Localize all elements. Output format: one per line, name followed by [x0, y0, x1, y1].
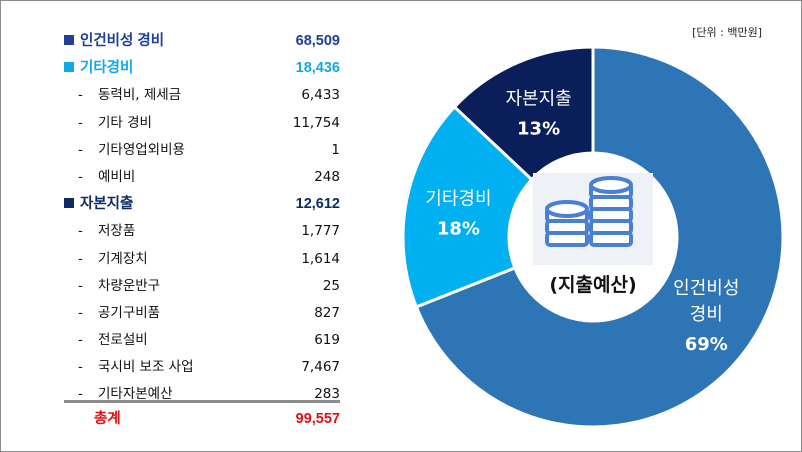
- category-label: 자본지출: [64, 193, 133, 215]
- item-value: 1,777: [301, 223, 340, 240]
- item-name: 차량운반구: [98, 277, 161, 294]
- item-label: - 예비비: [78, 166, 135, 188]
- slice-name-label: 기타경비: [425, 188, 491, 209]
- item-value: 6,433: [301, 87, 340, 104]
- item-row: - 기타영업외비용 1: [64, 139, 340, 166]
- slice-percent-label: 69%: [685, 334, 728, 355]
- category-name: 인건비성 경비: [80, 33, 165, 49]
- donut-slice: [452, 45, 595, 182]
- item-label: - 저장품: [78, 220, 135, 242]
- item-name: 동력비, 제세금: [98, 87, 182, 104]
- total-row: 총계 99,557: [64, 406, 340, 432]
- total-value: 99,557: [295, 411, 340, 427]
- item-label: - 동력비, 제세금: [78, 84, 181, 106]
- item-value: 7,467: [301, 359, 340, 376]
- item-name: 공기구비품: [98, 304, 161, 321]
- item-row: - 저장품 1,777: [64, 220, 340, 247]
- expense-table: 인건비성 경비 68,509 기타경비 18,436- 동력비, 제세금 6,433- 기타…: [64, 30, 340, 411]
- item-name: 기타영업외비용: [98, 141, 185, 158]
- item-label: - 전로설비: [78, 329, 148, 351]
- item-dash: -: [78, 168, 83, 185]
- item-name: 예비비: [98, 168, 136, 185]
- item-row: - 공기구비품 827: [64, 302, 340, 329]
- item-row: - 차량운반구 25: [64, 275, 340, 302]
- item-name: 기타 경비: [98, 114, 152, 131]
- item-name: 국시비 보조 사업: [98, 359, 194, 376]
- item-dash: -: [78, 250, 83, 267]
- item-row: - 기타자본예산 283: [64, 383, 340, 410]
- category-row: 기타경비 18,436: [64, 57, 340, 84]
- item-dash: -: [78, 141, 83, 158]
- item-dash: -: [78, 386, 83, 403]
- item-value: 1,614: [301, 250, 340, 267]
- item-label: - 차량운반구: [78, 275, 160, 297]
- legend-square-icon: [64, 35, 74, 45]
- item-row: - 예비비 248: [64, 166, 340, 193]
- category-name: 기타경비: [80, 60, 134, 77]
- item-value: 25: [322, 277, 340, 294]
- slice-name-label: 자본지출: [505, 88, 571, 109]
- item-row: - 국시비 보조 사업 7,467: [64, 356, 340, 383]
- coin-stack-icon: [533, 173, 653, 265]
- item-row: - 기타 경비 11,754: [64, 112, 340, 139]
- category-value: 68,509: [295, 33, 340, 49]
- category-name: 자본지출: [80, 196, 134, 213]
- item-row: - 전로설비 619: [64, 329, 340, 356]
- total-divider: [64, 400, 340, 403]
- item-dash: -: [78, 332, 83, 349]
- item-row: - 동력비, 제세금 6,433: [64, 84, 340, 111]
- item-value: 1: [331, 141, 340, 158]
- category-label: 기타경비: [64, 57, 133, 79]
- category-value: 12,612: [295, 196, 340, 213]
- item-dash: -: [78, 277, 83, 294]
- item-name: 저장품: [98, 223, 136, 240]
- item-label: - 기타 경비: [78, 112, 152, 134]
- item-value: 11,754: [292, 114, 340, 131]
- donut-slice: [414, 45, 785, 429]
- item-value: 283: [314, 386, 340, 403]
- category-value: 18,436: [295, 60, 340, 77]
- item-name: 전로설비: [98, 332, 148, 349]
- legend-square-icon: [64, 62, 74, 73]
- item-value: 248: [314, 168, 340, 185]
- donut-slice: [401, 104, 534, 309]
- item-label: - 기타자본예산: [78, 383, 173, 405]
- item-name: 기타자본예산: [98, 386, 173, 403]
- item-value: 827: [314, 304, 340, 321]
- item-name: 기계장치: [98, 250, 148, 267]
- slice-percent-label: 13%: [517, 118, 560, 139]
- slice-percent-label: 18%: [437, 218, 480, 239]
- legend-square-icon: [64, 198, 74, 209]
- item-label: - 기계장치: [78, 248, 148, 270]
- donut-center-label: (지출예산): [549, 274, 636, 296]
- item-dash: -: [78, 304, 83, 321]
- category-row: 인건비성 경비 68,509: [64, 30, 340, 57]
- item-dash: -: [78, 87, 83, 104]
- item-label: - 기타영업외비용: [78, 139, 185, 161]
- item-dash: -: [78, 359, 83, 376]
- item-label: - 국시비 보조 사업: [78, 356, 194, 378]
- category-label: 인건비성 경비: [64, 30, 164, 52]
- item-dash: -: [78, 223, 83, 240]
- item-label: - 공기구비품: [78, 302, 160, 324]
- unit-label: [단위 : 백만원]: [692, 26, 762, 39]
- item-value: 619: [314, 332, 340, 349]
- item-dash: -: [78, 114, 83, 131]
- slice-name-label: 경비: [690, 304, 723, 325]
- slice-name-label: 인건비성: [673, 278, 739, 299]
- category-row: 자본지출 12,612: [64, 193, 340, 220]
- item-row: - 기계장치 1,614: [64, 248, 340, 275]
- total-label: 총계: [94, 411, 121, 427]
